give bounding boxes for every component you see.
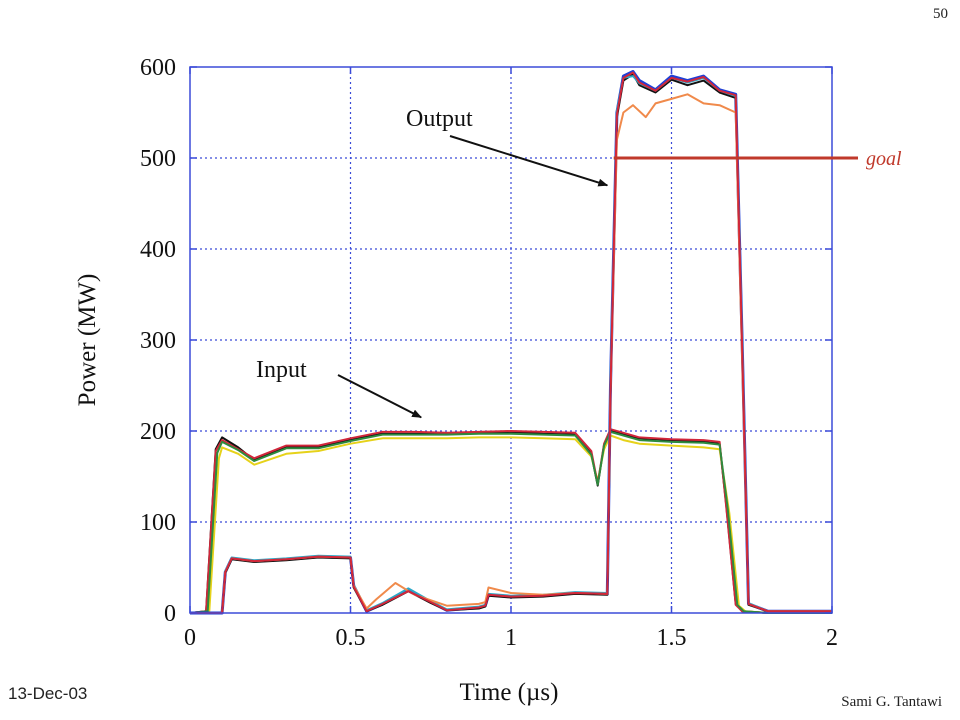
x-tick-label: 1.5: [657, 625, 687, 651]
goal-layer: goal: [613, 148, 902, 170]
series-layer: [189, 70, 832, 615]
footer-author: Sami G. Tantawi: [841, 694, 942, 710]
output-annotation-arrow: [449, 135, 609, 187]
input-trace: [189, 430, 832, 614]
x-tick-label: 0: [184, 625, 196, 651]
output-annotation-label: Output: [406, 106, 473, 132]
page-number: 50: [933, 6, 948, 22]
x-tick-label: 2: [826, 625, 838, 651]
y-tick-label: 200: [140, 419, 176, 445]
y-tick-label: 500: [140, 146, 176, 172]
y-tick-label: 600: [140, 55, 176, 81]
y-tick-label: 0: [164, 601, 176, 627]
y-tick-label: 400: [140, 237, 176, 263]
input-annotation-arrow: [337, 374, 423, 419]
y-tick-label: 300: [140, 328, 176, 354]
goal-label: goal: [866, 148, 902, 170]
output-trace: [190, 71, 832, 614]
x-axis-label: Time (µs): [460, 679, 559, 706]
y-axis-label: Power (MW): [74, 274, 101, 407]
x-tick-label: 0.5: [336, 625, 366, 651]
input-annotation-label: Input: [256, 357, 307, 383]
annotation-layer: Output Input: [256, 106, 609, 419]
footer-date: 13-Dec-03: [8, 684, 88, 703]
tick-layer: 0 0.5 1 1.5 2 0 100 200 300 400 500 600: [140, 55, 838, 651]
y-tick-label: 100: [140, 510, 176, 536]
x-tick-label: 1: [505, 625, 517, 651]
